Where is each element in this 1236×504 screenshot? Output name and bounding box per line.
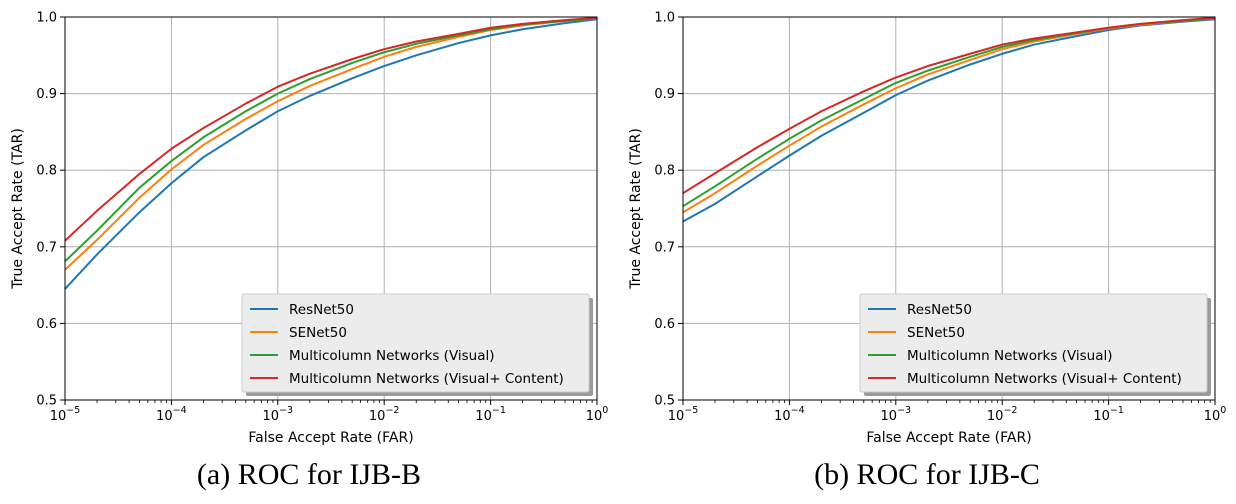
roc-chart-ijb-b: 10−5 10−4 10−3 10−2 10−1 100 0.5 0.6 0.7 0.8 0.9 1.… [10,11,609,447]
figure-caption: (a) ROC for IJB-B [196,458,422,491]
x-tick-label: 10−3 [881,405,912,424]
x-tick-label: 10−4 [774,405,805,424]
y-axis-label: True Accept Rate (TAR) [628,128,644,290]
x-tick-label: 10−4 [156,405,187,424]
series-line-1 [682,17,1216,214]
y-tick-label: 0.6 [654,317,675,332]
y-ticks: 0.5 0.6 0.7 0.8 0.9 1.0 [36,11,65,409]
y-ticks: 0.5 0.6 0.7 0.8 0.9 1.0 [654,11,683,409]
x-tick-label: 10−1 [1093,405,1124,424]
x-tick-label: 10−1 [475,405,506,424]
y-tick-label: 1.0 [36,11,57,26]
plot-frame [64,16,598,401]
y-tick-label: 0.5 [36,394,57,409]
legend-label: ResNet50 [907,302,972,318]
figure-caption: (b) ROC for IJB-C [814,458,1040,491]
series-line-3 [64,16,598,242]
legend-label: SENet50 [289,325,347,341]
y-tick-label: 0.5 [654,394,675,409]
x-tick-label: 10−3 [263,405,294,424]
y-tick-label: 0.9 [36,87,57,102]
y-tick-label: 0.8 [36,164,57,179]
y-tick-label: 0.6 [36,317,57,332]
series-line-3 [682,16,1216,195]
x-tick-label: 100 [586,405,609,424]
series-line-0 [682,18,1216,223]
roc-chart-ijb-c: 10−5 10−4 10−3 10−2 10−1 100 0.5 0.6 0.7 0.8 0.9 1.… [628,11,1227,447]
series-group [64,16,598,290]
x-tick-label: 10−2 [369,405,400,424]
x-tick-label: 10−5 [50,405,81,424]
legend-box [241,293,590,393]
y-tick-label: 0.9 [654,87,675,102]
series-line-2 [64,17,598,263]
x-ticks: 10−5 10−4 10−3 10−2 10−1 100 [50,400,609,424]
legend: ResNet50 SENet50 Multicolumn Networks (Vis… [859,293,1211,396]
series-line-2 [682,17,1216,208]
x-ticks: 10−5 10−4 10−3 10−2 10−1 100 [668,400,1227,424]
legend-label: Multicolumn Networks (Visual) [907,348,1113,364]
series-line-0 [64,18,598,290]
y-tick-label: 0.7 [36,240,57,255]
figure-ijb-c: 10−5 10−4 10−3 10−2 10−1 100 0.5 0.6 0.7 0.8 0.9 1.… [618,0,1236,504]
series-line-1 [64,17,598,271]
legend-box [859,293,1208,393]
x-axis-label: False Accept Rate (FAR) [248,430,413,446]
legend-label: Multicolumn Networks (Visual+ Content) [907,371,1182,387]
y-tick-label: 0.8 [654,164,675,179]
legend-label: SENet50 [907,325,965,341]
x-tick-label: 10−5 [668,405,699,424]
y-tick-label: 0.7 [654,240,675,255]
legend-label: ResNet50 [289,302,354,318]
legend: ResNet50 SENet50 Multicolumn Networks (Vis… [241,293,593,396]
x-axis-label: False Accept Rate (FAR) [866,430,1031,446]
series-group [682,16,1216,223]
legend-label: Multicolumn Networks (Visual) [289,348,495,364]
plot-frame [682,16,1216,401]
x-tick-label: 10−2 [987,405,1018,424]
legend-label: Multicolumn Networks (Visual+ Content) [289,371,564,387]
x-tick-label: 100 [1204,405,1227,424]
figure-ijb-b: 10−5 10−4 10−3 10−2 10−1 100 0.5 0.6 0.7 0.8 0.9 1.… [10,11,609,492]
y-tick-label: 1.0 [654,11,675,26]
y-axis-label: True Accept Rate (TAR) [10,128,26,290]
